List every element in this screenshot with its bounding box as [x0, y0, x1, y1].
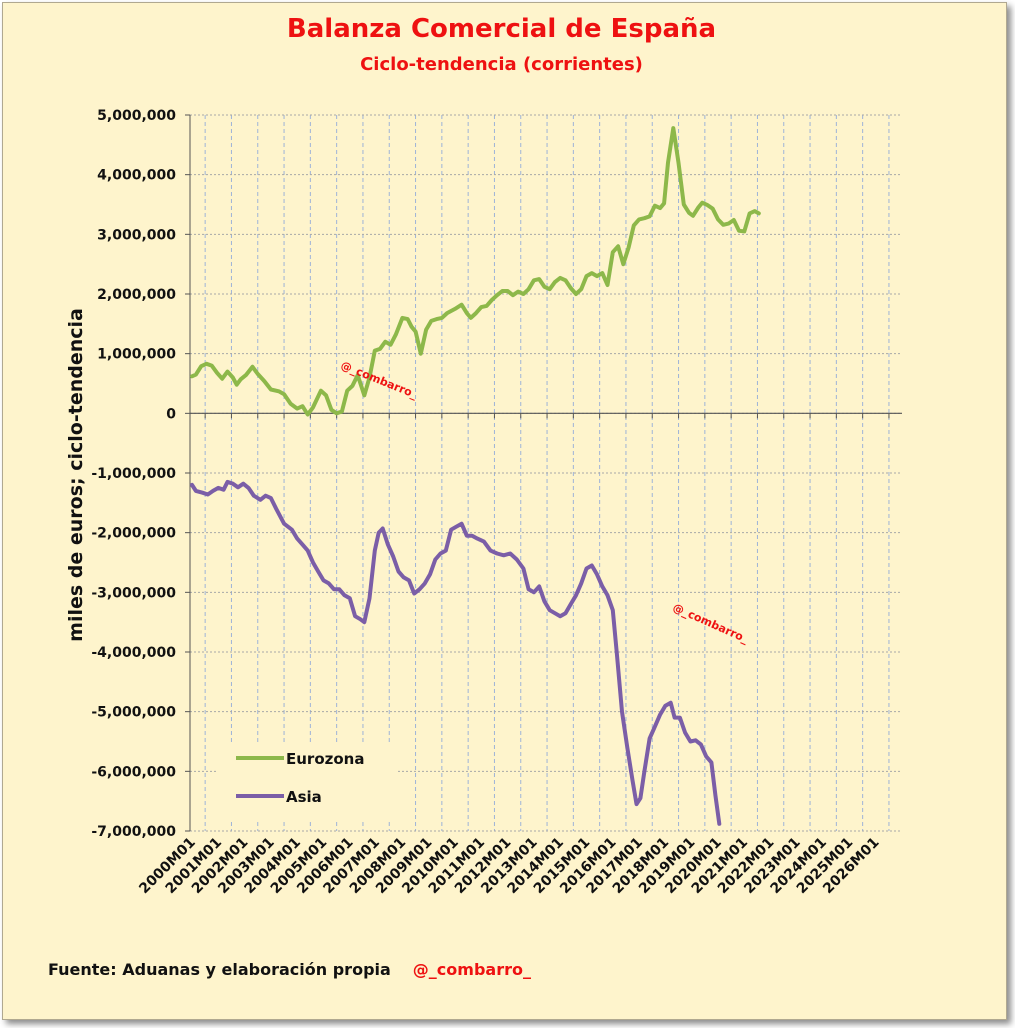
y-tick-label: -5,000,000 [91, 705, 176, 721]
y-tick-label: 0 [166, 406, 176, 422]
author-handle: @_combarro_ [412, 960, 531, 979]
y-tick-label: -2,000,000 [91, 526, 176, 542]
y-tick-label: 5,000,000 [97, 108, 176, 124]
y-tick-label: 3,000,000 [97, 227, 176, 243]
y-tick-label: 2,000,000 [97, 287, 176, 303]
gridlines [190, 114, 902, 832]
y-tick-label: 1,000,000 [97, 347, 176, 363]
y-tick-label: -7,000,000 [91, 824, 176, 840]
chart-subtitle: Ciclo-tendencia (corrientes) [360, 54, 643, 75]
chart-title: Balanza Comercial de España [286, 14, 717, 44]
y-tick-label: 4,000,000 [97, 168, 176, 184]
series-line-asia [190, 479, 722, 826]
y-tick-label: -4,000,000 [91, 645, 176, 661]
footer: Fuente: Aduanas y elaboración propia @_co… [48, 960, 531, 979]
y-axis-label: miles de euros; ciclo-tendencia [65, 308, 87, 642]
axes: 5,000,000 4,000,000 3,000,000 2,000,000 1,00… [91, 108, 902, 897]
y-tick-label: -1,000,000 [91, 466, 176, 482]
legend-box [218, 742, 396, 822]
source-note: Fuente: Aduanas y elaboración propia [48, 960, 391, 979]
y-tick-label: -6,000,000 [91, 764, 176, 780]
y-tick-label: -3,000,000 [91, 585, 176, 601]
legend-label: Eurozona [286, 750, 364, 768]
legend: Eurozona Asia [218, 742, 396, 822]
series-line-eurozona [190, 126, 761, 417]
legend-label: Asia [286, 788, 322, 806]
